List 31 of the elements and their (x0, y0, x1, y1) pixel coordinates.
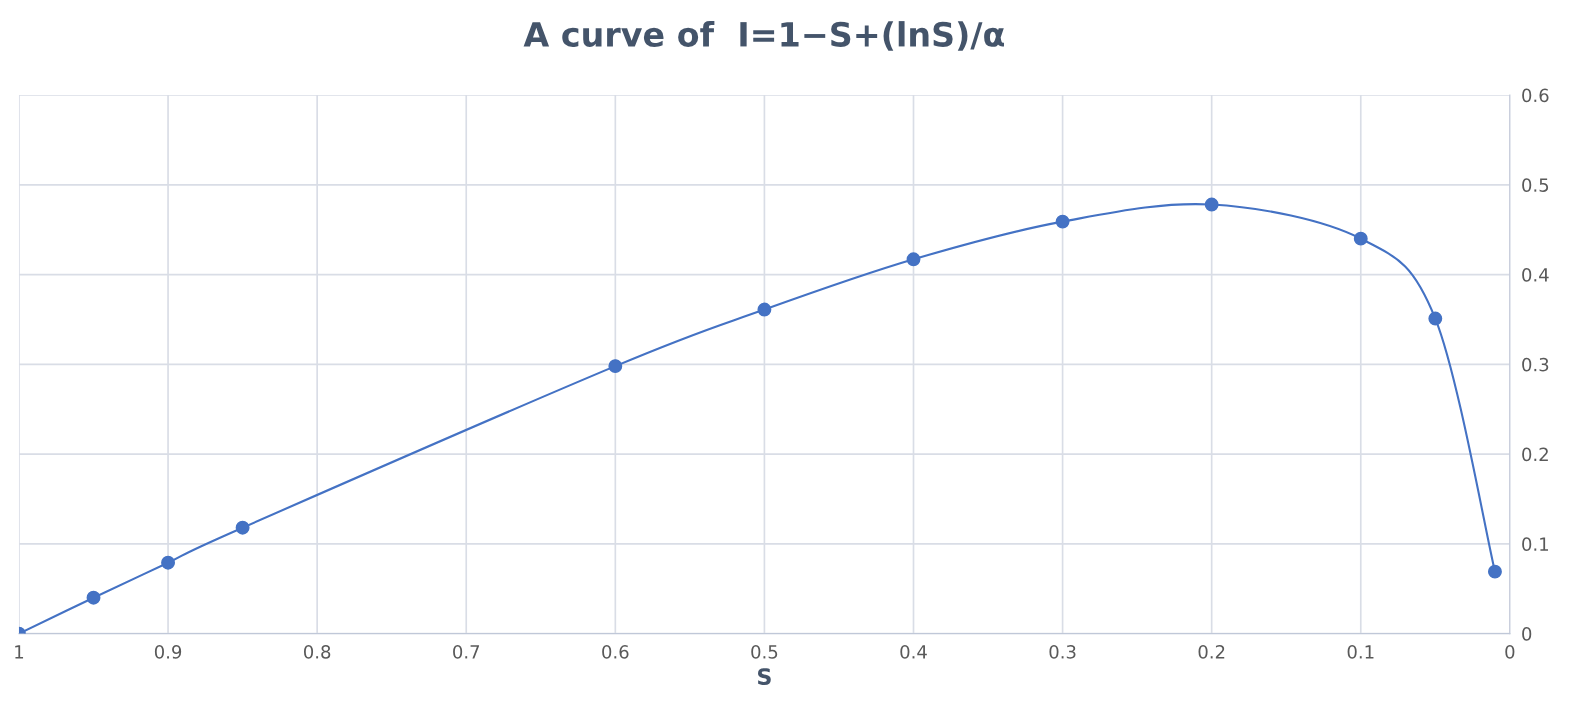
x-axis-title: S (758, 668, 771, 685)
point (1487, 564, 1502, 579)
y-tick-label: 0.5 (1522, 178, 1549, 192)
point (1428, 311, 1443, 326)
x-tick-label: 0.9 (154, 645, 182, 659)
x-tick-label: 1 (15, 645, 24, 659)
y-tick-label: 0 (1522, 627, 1532, 641)
chart-title: A curve of I=1−S+(lnS)/α (523, 21, 1004, 51)
point (906, 252, 921, 267)
y-tick-label: 0.1 (1522, 537, 1549, 551)
x-tick-label: 0.2 (1198, 645, 1225, 659)
y-tick-label: 0.6 (1522, 88, 1549, 103)
x-tick-label: 0.6 (602, 645, 629, 659)
x-tick-label: 0.5 (751, 645, 778, 659)
x-tick-label: 0.7 (453, 645, 480, 659)
y-tick-label: 0.3 (1522, 357, 1549, 372)
point (1055, 214, 1070, 229)
x-tick-label: 0.4 (900, 645, 927, 659)
point (1353, 231, 1368, 246)
point (1204, 197, 1219, 212)
y-tick-label: 0.4 (1522, 268, 1549, 282)
x-tick-label: 0.8 (303, 645, 331, 659)
point (608, 359, 623, 374)
x-tick-label: 0.1 (1347, 645, 1374, 659)
point (757, 302, 772, 317)
point (86, 590, 101, 605)
y-tick-label: 0.2 (1522, 447, 1548, 462)
point (235, 520, 250, 535)
x-tick-label: 0.3 (1049, 645, 1076, 659)
x-tick-label: 0 (1505, 645, 1515, 659)
point (161, 555, 176, 570)
